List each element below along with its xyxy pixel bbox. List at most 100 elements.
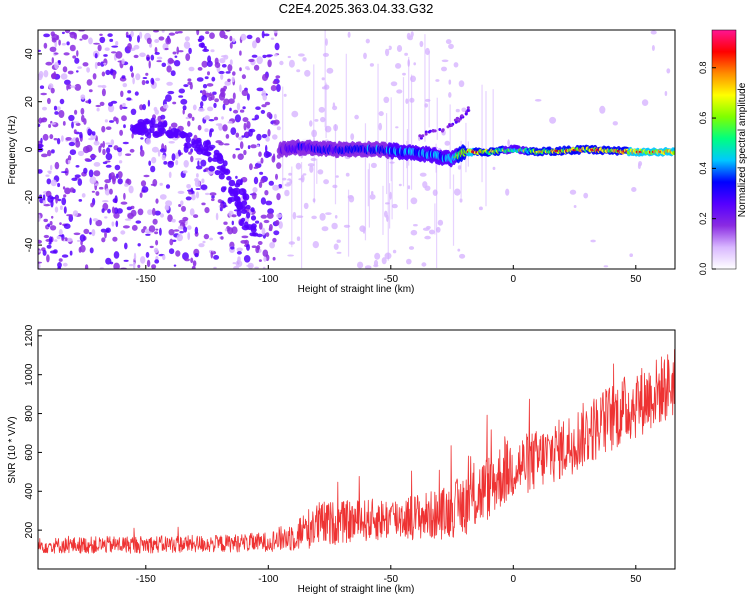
- secondary-track-blob: [455, 116, 459, 120]
- noise-speckle: [207, 71, 210, 76]
- noise-speckle: [252, 40, 257, 49]
- noise-speckle: [215, 212, 219, 221]
- noise-speckle: [168, 32, 176, 36]
- noise-speckle: [244, 132, 249, 136]
- noise-speckle: [89, 176, 97, 185]
- snr-line: [38, 349, 675, 554]
- noise-speckle: [90, 202, 94, 208]
- noise-speckle: [304, 69, 311, 77]
- noise-speckle: [168, 141, 175, 144]
- noise-speckle: [54, 61, 59, 70]
- noise-speckle: [243, 122, 247, 131]
- noise-speckle: [98, 145, 102, 153]
- noise-speckle: [121, 58, 125, 65]
- noise-speckle: [243, 254, 251, 263]
- noise-speckle: [63, 194, 67, 198]
- noise-speckle: [58, 39, 61, 46]
- snr-xtick-label: -50: [384, 574, 399, 585]
- noise-speckle: [276, 193, 281, 201]
- noise-speckle: [191, 193, 196, 201]
- noise-speckle: [165, 184, 171, 189]
- noise-speckle: [422, 181, 428, 189]
- noise-speckle: [267, 129, 271, 137]
- noise-speckle: [322, 52, 329, 57]
- noise-speckle: [88, 169, 94, 178]
- noise-speckle: [137, 243, 141, 247]
- noise-speckle: [263, 33, 270, 37]
- diagonal-streak-blob: [228, 186, 233, 193]
- noise-speckle: [149, 245, 154, 249]
- noise-speckle: [228, 98, 235, 104]
- noise-speckle: [563, 36, 568, 43]
- noise-speckle: [167, 214, 173, 222]
- noise-speckle: [237, 153, 244, 160]
- noise-speckle: [229, 107, 232, 112]
- carrier-core: [672, 150, 675, 155]
- noise-speckle: [190, 155, 194, 163]
- noise-speckle: [189, 83, 193, 90]
- noise-speckle: [65, 137, 72, 141]
- noise-speckle: [357, 261, 364, 269]
- noise-speckle: [104, 231, 107, 239]
- diagonal-streak-blob: [137, 118, 145, 125]
- noise-speckle: [60, 73, 68, 80]
- noise-speckle: [48, 171, 52, 175]
- noise-speckle: [273, 113, 277, 120]
- diagonal-streak-blob: [185, 136, 191, 144]
- noise-speckle: [241, 74, 246, 80]
- noise-speckle: [421, 262, 427, 267]
- noise-speckle: [61, 238, 64, 241]
- noise-speckle: [84, 264, 89, 269]
- noise-speckle: [164, 47, 169, 51]
- noise-speckle: [137, 264, 141, 268]
- noise-speckle: [72, 121, 80, 124]
- noise-speckle: [86, 79, 93, 86]
- noise-speckle: [197, 67, 203, 71]
- noise-speckle: [68, 214, 74, 222]
- noise-speckle: [205, 192, 210, 196]
- noise-speckle: [54, 239, 58, 242]
- noise-speckle: [261, 104, 267, 108]
- noise-speckle: [365, 38, 370, 44]
- noise-speckle: [167, 160, 174, 168]
- diagonal-streak-blob: [201, 148, 209, 156]
- diagonal-streak-blob: [152, 123, 159, 128]
- noise-speckle: [139, 149, 145, 157]
- noise-speckle: [186, 184, 192, 189]
- snr-panel: -150 -100 -50 0 50 200 400 600 800 1000 1200 Heig…: [7, 324, 676, 595]
- noise-speckle: [278, 184, 283, 189]
- noise-speckle: [82, 62, 89, 67]
- noise-speckle: [50, 122, 56, 125]
- noise-speckle: [241, 235, 249, 239]
- noise-speckle: [256, 87, 264, 92]
- noise-speckle: [161, 30, 165, 33]
- secondary-track-blob: [446, 125, 450, 129]
- noise-speckle: [180, 200, 184, 206]
- snr-ytick-label: 600: [24, 444, 35, 461]
- noise-speckle: [111, 45, 119, 48]
- noise-speckle: [406, 258, 412, 265]
- noise-speckle: [256, 133, 262, 141]
- noise-speckle: [276, 126, 281, 131]
- noise-speckle: [120, 201, 128, 205]
- noise-speckle: [211, 76, 216, 82]
- noise-speckle: [374, 252, 381, 260]
- diagonal-streak-blob: [158, 127, 166, 135]
- noise-speckle: [200, 159, 207, 167]
- secondary-track-blob: [433, 129, 437, 133]
- noise-speckle: [77, 239, 81, 242]
- noise-speckle: [347, 31, 351, 38]
- noise-speckle: [407, 185, 411, 190]
- noise-speckle: [275, 173, 278, 180]
- noise-speckle: [201, 178, 205, 184]
- noise-speckle: [88, 89, 93, 93]
- noise-speckle: [204, 128, 209, 133]
- noise-speckle: [99, 33, 103, 36]
- noise-speckle: [257, 241, 263, 245]
- noise-speckle: [49, 221, 53, 226]
- noise-speckle: [38, 250, 42, 253]
- noise-speckle: [187, 78, 192, 82]
- noise-speckle: [379, 47, 383, 52]
- noise-speckle: [189, 208, 195, 216]
- colorbar-tick-label: 0.0: [698, 263, 708, 276]
